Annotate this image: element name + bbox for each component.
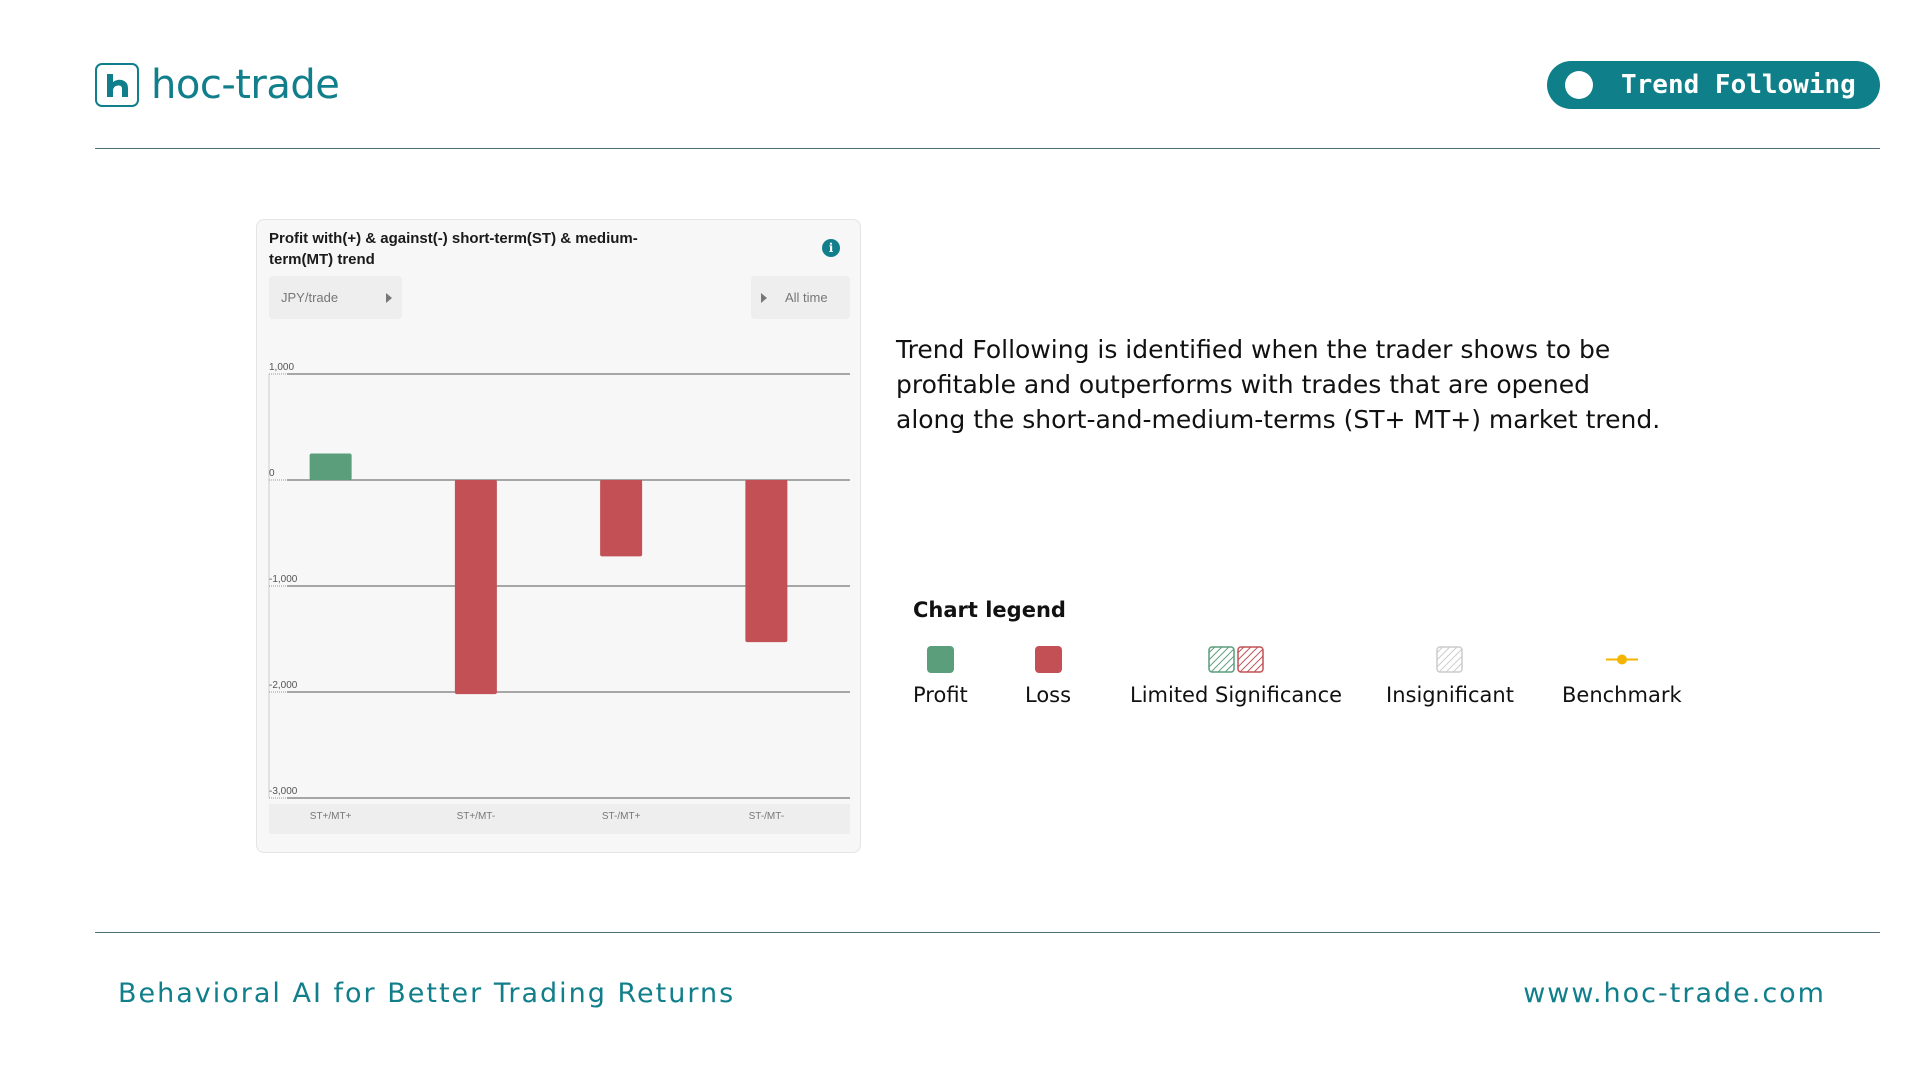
profit-swatch-icon [926, 645, 954, 673]
badge-dot-icon [1565, 71, 1593, 99]
unit-selector[interactable]: JPY/trade [269, 276, 402, 319]
strategy-description: Trend Following is identified when the t… [896, 335, 1661, 434]
legend-label: Limited Significance [1130, 683, 1343, 707]
x-tick-label: ST-/MT- [749, 811, 785, 822]
y-tick-label: -3,000 [269, 786, 298, 797]
legend-label: Insignificant [1386, 683, 1514, 707]
bar-st-mt- [309, 453, 352, 480]
bar-st-mt- [745, 480, 788, 643]
legend-item-insignificant: Insignificant [1386, 645, 1514, 707]
strategy-badge: Trend Following [1547, 61, 1880, 109]
brand-logo: hoc-trade [95, 61, 340, 109]
y-tick-label: -2,000 [269, 680, 298, 691]
footer-website[interactable]: www.hoc-trade.com [1523, 978, 1826, 1009]
y-tick-label: 1,000 [269, 362, 294, 373]
brand-name: hoc-trade [151, 62, 340, 108]
legend-title: Chart legend [913, 598, 1066, 622]
caret-right-icon [761, 292, 767, 303]
bar-st-mt- [454, 480, 497, 695]
chart-title: Profit with(+) & against(-) short-term(S… [269, 230, 638, 268]
insignificant-swatch-icon [1436, 645, 1464, 673]
badge-label: Trend Following [1621, 70, 1856, 100]
hatched-profit-swatch-icon [1208, 645, 1235, 673]
footer-divider [95, 932, 1880, 933]
y-tick-label: -1,000 [269, 574, 298, 585]
footer-tagline: Behavioral AI for Better Trading Returns [118, 978, 736, 1009]
caret-right-icon [386, 292, 392, 303]
unit-selector-label: JPY/trade [281, 290, 339, 305]
info-icon[interactable]: i [822, 239, 840, 257]
chart-card: Profit with(+) & against(-) short-term(S… [256, 219, 861, 853]
legend-item-profit: Profit [913, 645, 968, 707]
period-selector-label: All time [785, 290, 828, 305]
period-selector[interactable]: All time [751, 276, 850, 319]
legend-label: Profit [913, 683, 968, 707]
legend-item-limited-significance: Limited Significance [1130, 645, 1342, 707]
header-divider [95, 148, 1880, 149]
legend-label: Benchmark [1562, 683, 1682, 707]
y-tick-label: 0 [269, 468, 275, 479]
legend-item-benchmark: Benchmark [1562, 645, 1682, 707]
logo-mark-icon [95, 63, 139, 107]
x-tick-label: ST+/MT+ [310, 811, 352, 822]
x-tick-label: ST+/MT- [457, 811, 496, 822]
x-axis-strip [269, 804, 850, 834]
hatched-loss-swatch-icon [1237, 645, 1264, 673]
loss-swatch-icon [1034, 645, 1062, 673]
bar-st-mt- [600, 480, 643, 557]
x-tick-label: ST-/MT+ [602, 811, 641, 822]
legend-label: Loss [1025, 683, 1072, 707]
profit-trend-chart: 1,000 0 -1,000 -2,000 -3,000 ST+/MT+ ST+/MT- ST… [268, 362, 850, 822]
benchmark-marker-icon [1605, 654, 1638, 664]
legend-item-loss: Loss [1025, 645, 1071, 707]
